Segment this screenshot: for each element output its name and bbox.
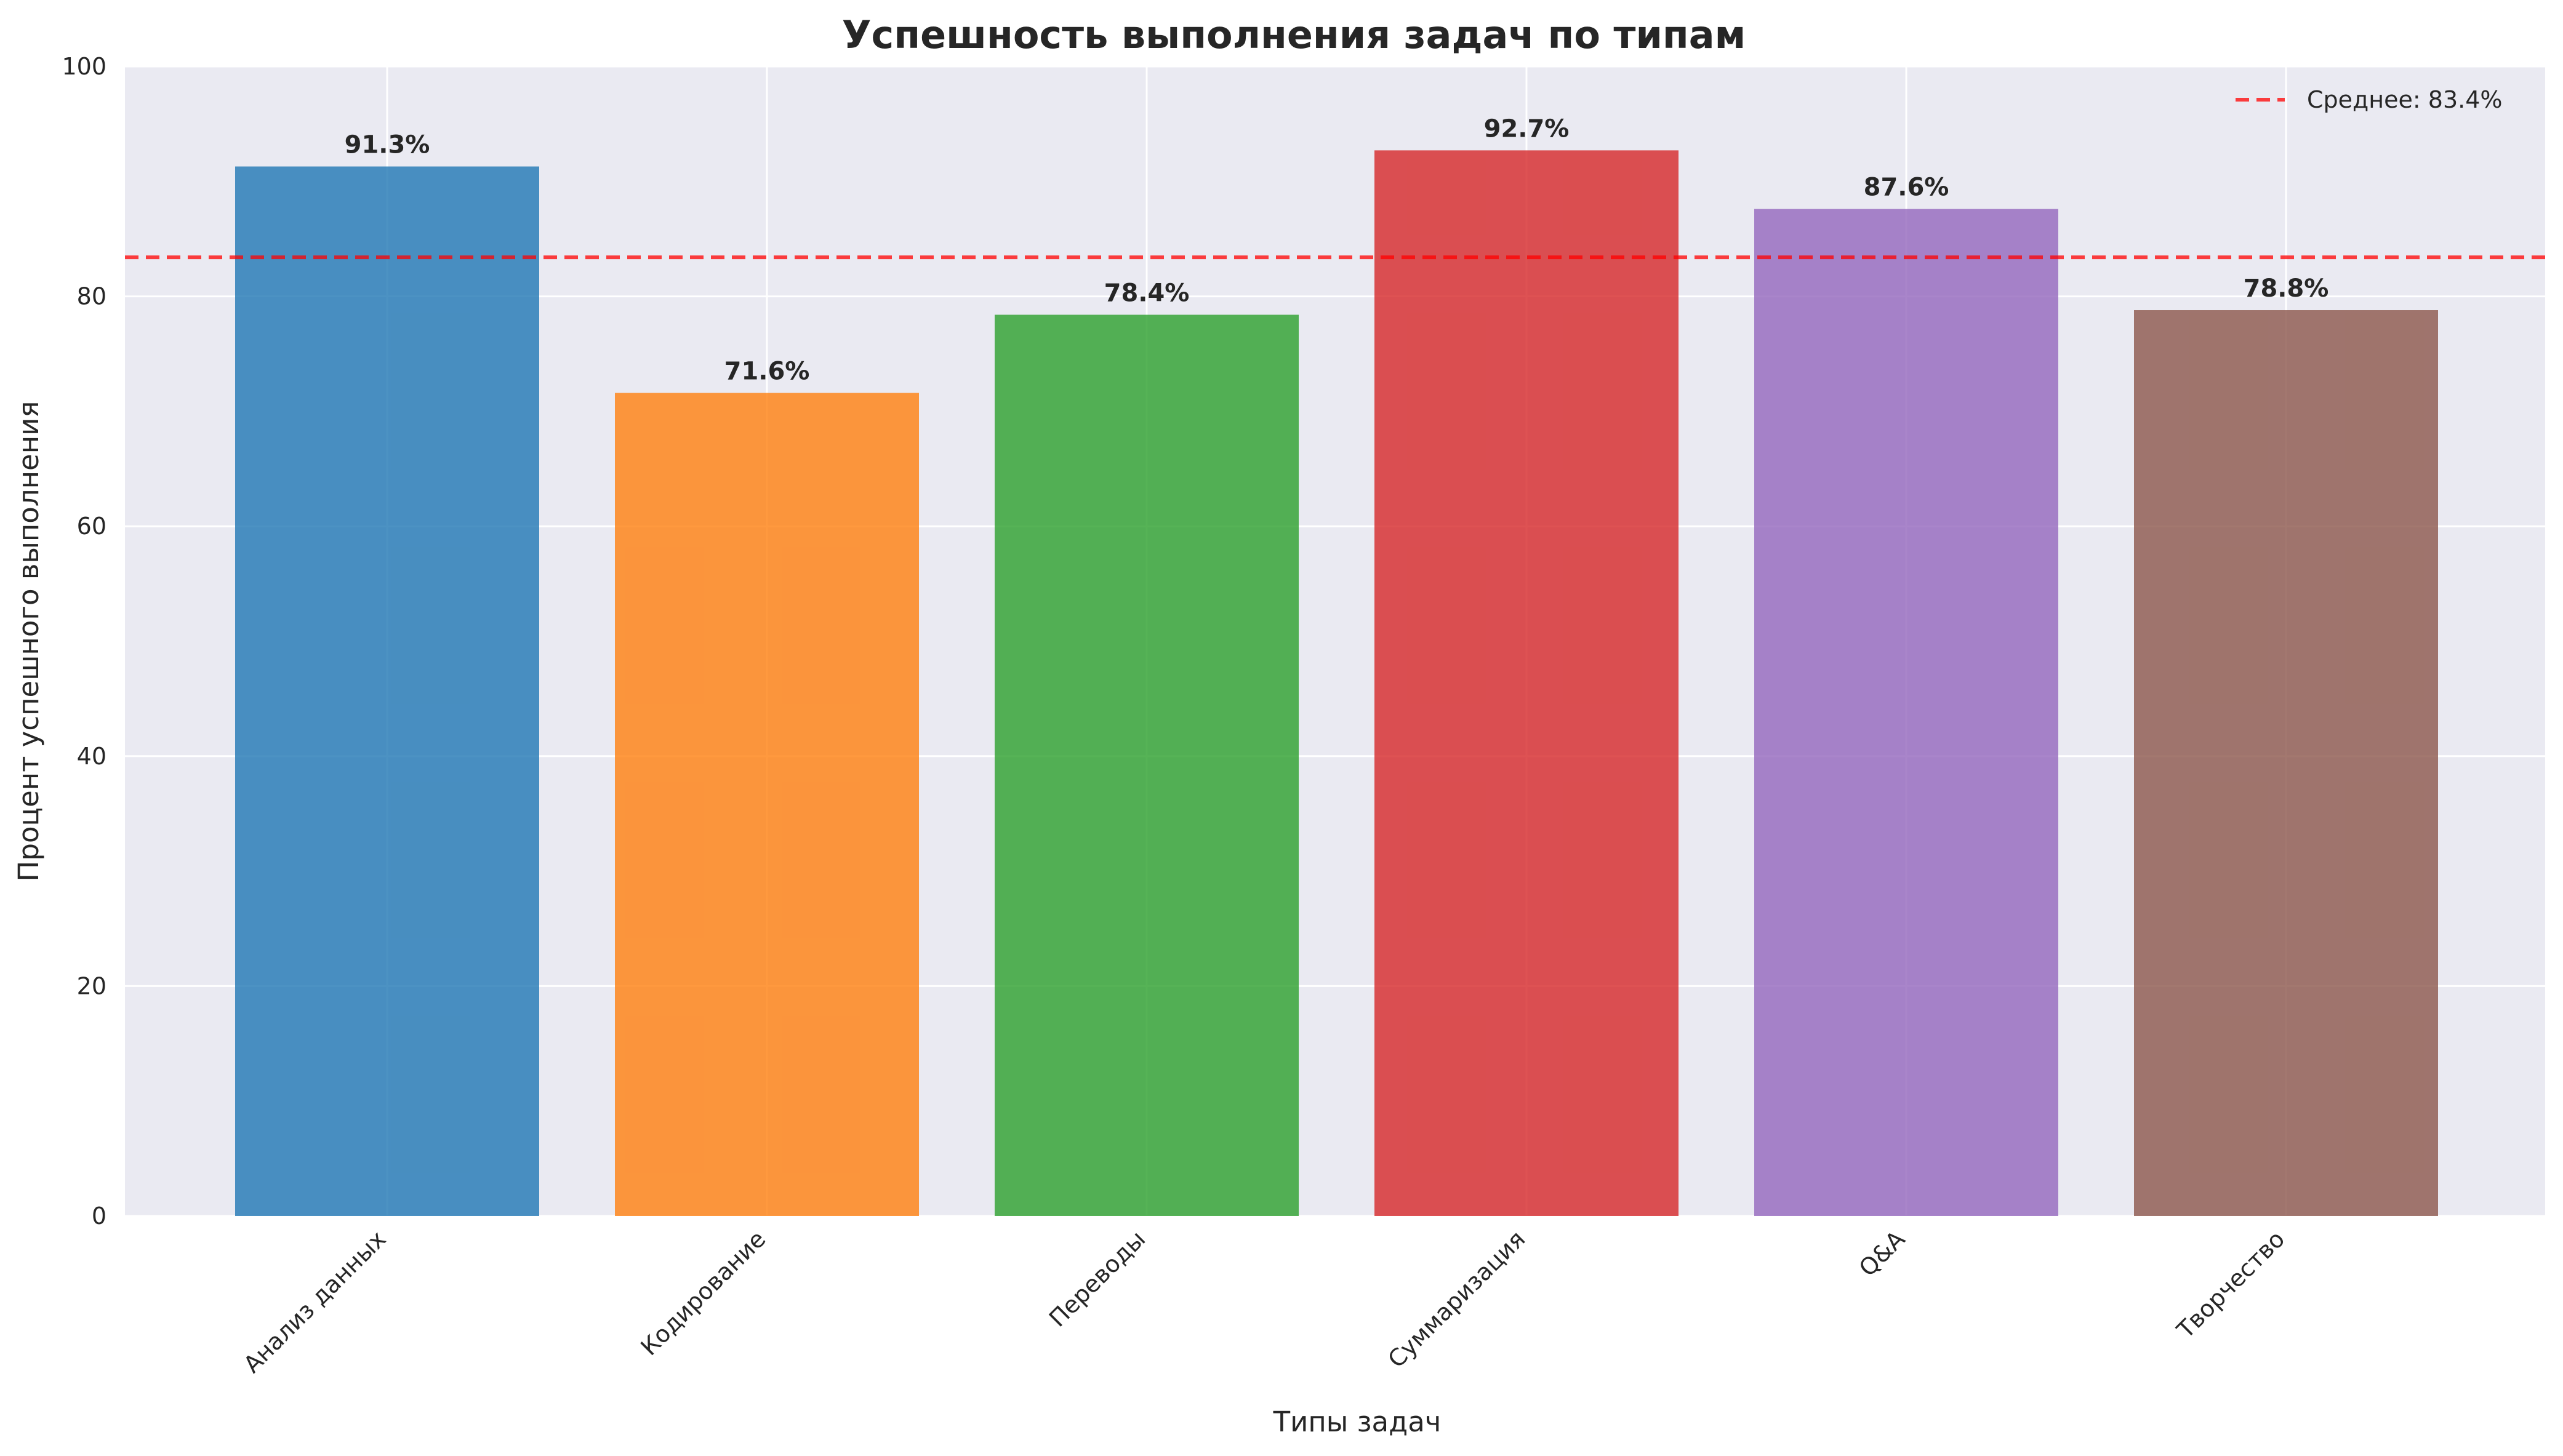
y-tick-label-2: 40 — [77, 743, 106, 770]
x-tick-label-0: Анализ данных — [238, 1225, 391, 1378]
x-axis-ticks: Анализ данных Кодирование Переводы Суммариз… — [238, 1225, 2290, 1378]
bar-5 — [2134, 310, 2438, 1216]
y-tick-label-1: 20 — [77, 972, 106, 999]
y-axis-label: Процент успешного выполнения — [12, 401, 45, 882]
x-tick-label-4: Q&A — [1854, 1225, 1911, 1282]
bar-3 — [1374, 150, 1679, 1216]
x-tick-label-1: Кодирование — [635, 1225, 771, 1361]
y-tick-label-5: 100 — [62, 53, 106, 80]
data-label-1: 71.6% — [724, 358, 810, 386]
y-tick-label-3: 60 — [77, 513, 106, 540]
x-tick-label-3: Суммаризация — [1382, 1225, 1530, 1373]
legend: Среднее: 83.4% — [2236, 86, 2503, 113]
bar-4 — [1754, 209, 2058, 1217]
x-tick-label-2: Переводы — [1044, 1225, 1151, 1332]
y-tick-label-4: 80 — [77, 283, 106, 310]
bar-1 — [615, 393, 919, 1217]
x-axis-label: Типы задач — [1273, 1406, 1442, 1438]
chart-title: Успешность выполнения задач по типам — [842, 12, 1746, 57]
data-labels: 91.3% 71.6% 78.4% 92.7% 87.6% 78.8% — [345, 114, 2329, 385]
bar-0 — [235, 166, 539, 1216]
data-label-0: 91.3% — [345, 131, 430, 159]
data-label-3: 92.7% — [1484, 114, 1570, 143]
y-tick-label-0: 0 — [92, 1202, 106, 1230]
legend-average-label: Среднее: 83.4% — [2307, 86, 2503, 113]
y-axis-ticks: 0 20 40 60 80 100 — [62, 53, 106, 1230]
data-label-5: 78.8% — [2244, 274, 2329, 303]
data-label-2: 78.4% — [1104, 279, 1190, 307]
data-label-4: 87.6% — [1864, 174, 1949, 202]
bars — [235, 150, 2438, 1217]
bar-2 — [995, 314, 1299, 1216]
x-tick-label-5: Творчество — [2172, 1225, 2290, 1344]
